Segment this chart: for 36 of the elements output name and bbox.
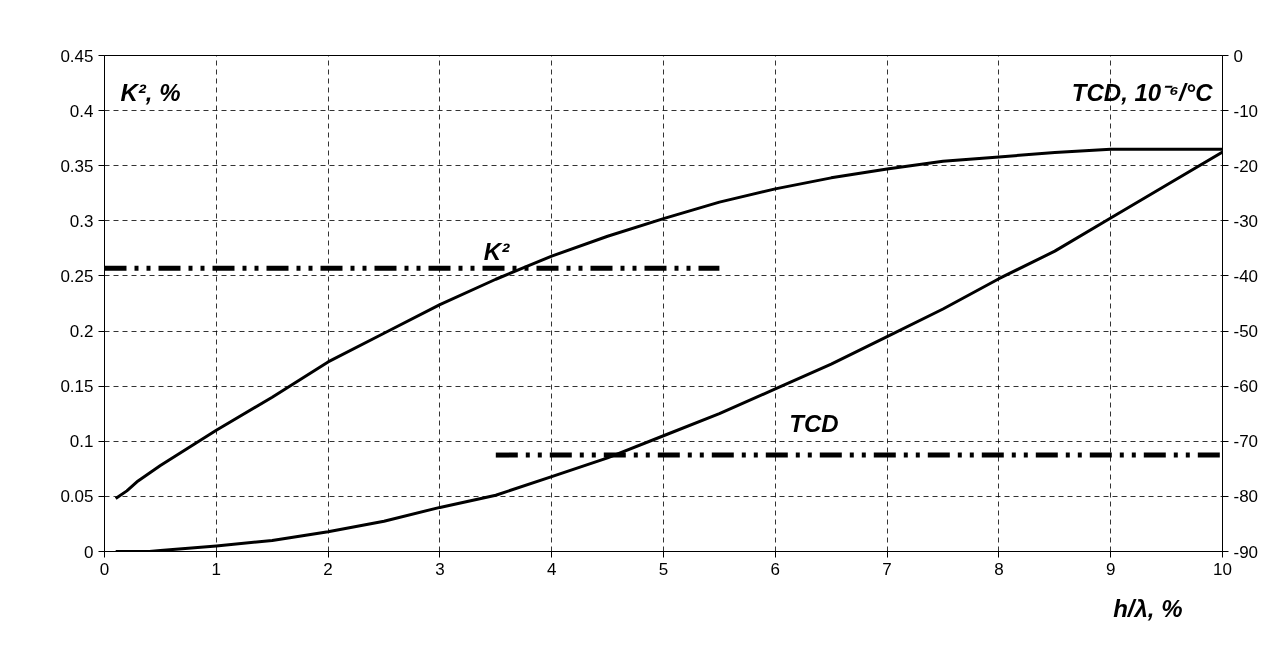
y2-tick-label: 0 [1233,46,1243,66]
x-tick-label: 9 [1105,559,1116,579]
y2-tick-label: -80 [1233,487,1259,507]
x-tick-label: 6 [770,559,781,579]
y2-axis-title: TCD, 10⁻⁶/°C [1071,78,1214,106]
y2-tick-label: -30 [1233,211,1259,231]
y-tick-label: 0.35 [60,156,94,176]
x-tick-label: 2 [323,559,333,579]
y2-tick-label: -20 [1233,156,1259,176]
x-tick-label: 5 [658,559,669,579]
y2-tick-label: -10 [1233,101,1259,121]
y-tick-label: 0.4 [69,101,94,121]
y-tick-label: 0.05 [60,487,94,507]
y-tick-label: 0.45 [60,46,94,66]
x-tick-label: 10 [1213,559,1232,579]
y2-tick-label: -70 [1233,432,1259,452]
y-tick-label: 0.3 [69,211,94,231]
y-tick-label: 0 [84,542,94,562]
x-tick-label: 8 [994,559,1004,579]
x-tick-label: 1 [211,559,222,579]
y-tick-label: 0.15 [60,377,94,397]
x-tick-label: 3 [435,559,445,579]
y2-tick-label: -60 [1233,377,1259,397]
x-axis-title: h/λ, % [1113,594,1183,622]
y2-tick-label: -40 [1233,266,1259,286]
series-label: K² [483,238,511,266]
y2-tick-label: -50 [1233,322,1259,342]
y2-tick-label: -90 [1233,542,1259,562]
x-tick-label: 7 [882,559,892,579]
series-label: TCD [789,409,839,437]
y-tick-label: 0.25 [60,266,94,286]
y-axis-title: K², % [120,78,181,106]
y-tick-label: 0.1 [69,432,94,452]
y-tick-label: 0.2 [69,322,94,342]
x-tick-label: 0 [99,559,110,579]
x-tick-label: 4 [546,559,557,579]
